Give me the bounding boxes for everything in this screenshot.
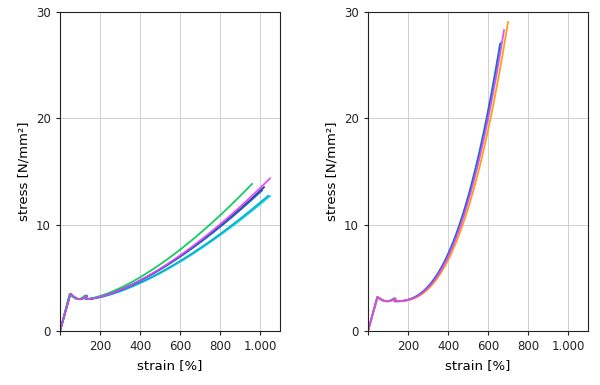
- Y-axis label: stress [N/mm²]: stress [N/mm²]: [17, 122, 31, 221]
- X-axis label: strain [%]: strain [%]: [445, 359, 511, 372]
- Y-axis label: stress [N/mm²]: stress [N/mm²]: [326, 122, 338, 221]
- X-axis label: strain [%]: strain [%]: [137, 359, 203, 372]
